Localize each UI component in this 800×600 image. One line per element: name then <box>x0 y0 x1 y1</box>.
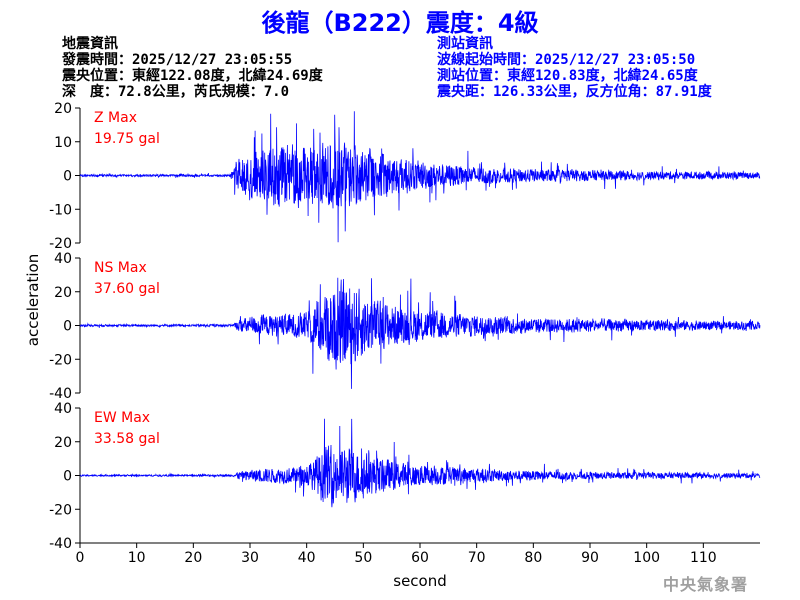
z-trace-line <box>79 111 761 243</box>
agency-watermark: 中央氣象署 <box>662 575 748 594</box>
z-max-value: 19.75 gal <box>94 131 160 147</box>
ew-trace-line <box>79 418 761 508</box>
epicentral-distance: 震央距：126.33公里，反方位角：87.91度 <box>437 84 712 100</box>
station-info: 測站資訊 波線起始時間：2025/12/27 23:05:50 測站位置：東經120… <box>437 36 712 100</box>
ns-trace-line <box>79 277 761 389</box>
z-max-label: Z Max <box>94 110 137 126</box>
z-y-tick-label: -10 <box>49 202 72 218</box>
x-tick-label: 0 <box>76 550 85 566</box>
ns-max-label: NS Max <box>94 260 147 276</box>
z-y-tick-label: 10 <box>54 135 72 151</box>
x-tick-label: 10 <box>128 550 146 566</box>
ns-y-tick-label: 0 <box>63 319 72 335</box>
ew-y-tick-label: 40 <box>54 401 72 417</box>
x-tick-label: 100 <box>633 550 660 566</box>
ew-max-value: 33.58 gal <box>94 431 160 447</box>
x-tick-label: 50 <box>354 550 372 566</box>
ew-y-tick-label: -20 <box>49 502 72 518</box>
ns-max-value: 37.60 gal <box>94 281 160 297</box>
station-location: 測站位置：東經120.83度，北緯24.65度 <box>437 68 698 84</box>
ns-y-tick-label: -40 <box>49 386 72 402</box>
x-tick-label: 70 <box>468 550 486 566</box>
ew-max-label: EW Max <box>94 410 150 426</box>
x-tick-label: 20 <box>184 550 202 566</box>
x-tick-label: 60 <box>411 550 429 566</box>
page-title: 後龍（B222）震度：4級 <box>261 9 539 37</box>
z-y-tick-label: 0 <box>63 169 72 185</box>
z-y-tick-label: -20 <box>49 236 72 252</box>
x-tick-label: 30 <box>241 550 259 566</box>
x-tick-label: 110 <box>690 550 717 566</box>
y-axis-label: acceleration <box>24 254 42 346</box>
station-info-heading: 測站資訊 <box>437 36 493 52</box>
ns-y-tick-label: 40 <box>54 251 72 267</box>
epicenter-location: 震央位置：東經122.08度，北緯24.69度 <box>62 68 323 84</box>
z-y-tick-label: 20 <box>54 101 72 117</box>
ew-y-tick-label: -40 <box>49 536 72 552</box>
origin-time: 發震時間：2025/12/27 23:05:55 <box>62 52 293 68</box>
ns-y-tick-label: 20 <box>54 285 72 301</box>
x-axis-label: second <box>393 572 447 590</box>
x-tick-label: 80 <box>524 550 542 566</box>
earthquake-info-heading: 地震資訊 <box>62 36 118 52</box>
ns-y-tick-label: -20 <box>49 352 72 368</box>
ew-y-tick-label: 20 <box>54 435 72 451</box>
ew-y-tick-label: 0 <box>63 469 72 485</box>
depth-magnitude: 深 度：72.8公里，芮氏規模：7.0 <box>62 84 290 100</box>
earthquake-info: 地震資訊 發震時間：2025/12/27 23:05:55 震央位置：東經122.0… <box>62 36 323 100</box>
x-tick-label: 90 <box>581 550 599 566</box>
wave-start-time: 波線起始時間：2025/12/27 23:05:50 <box>437 52 696 68</box>
x-tick-label: 40 <box>298 550 316 566</box>
